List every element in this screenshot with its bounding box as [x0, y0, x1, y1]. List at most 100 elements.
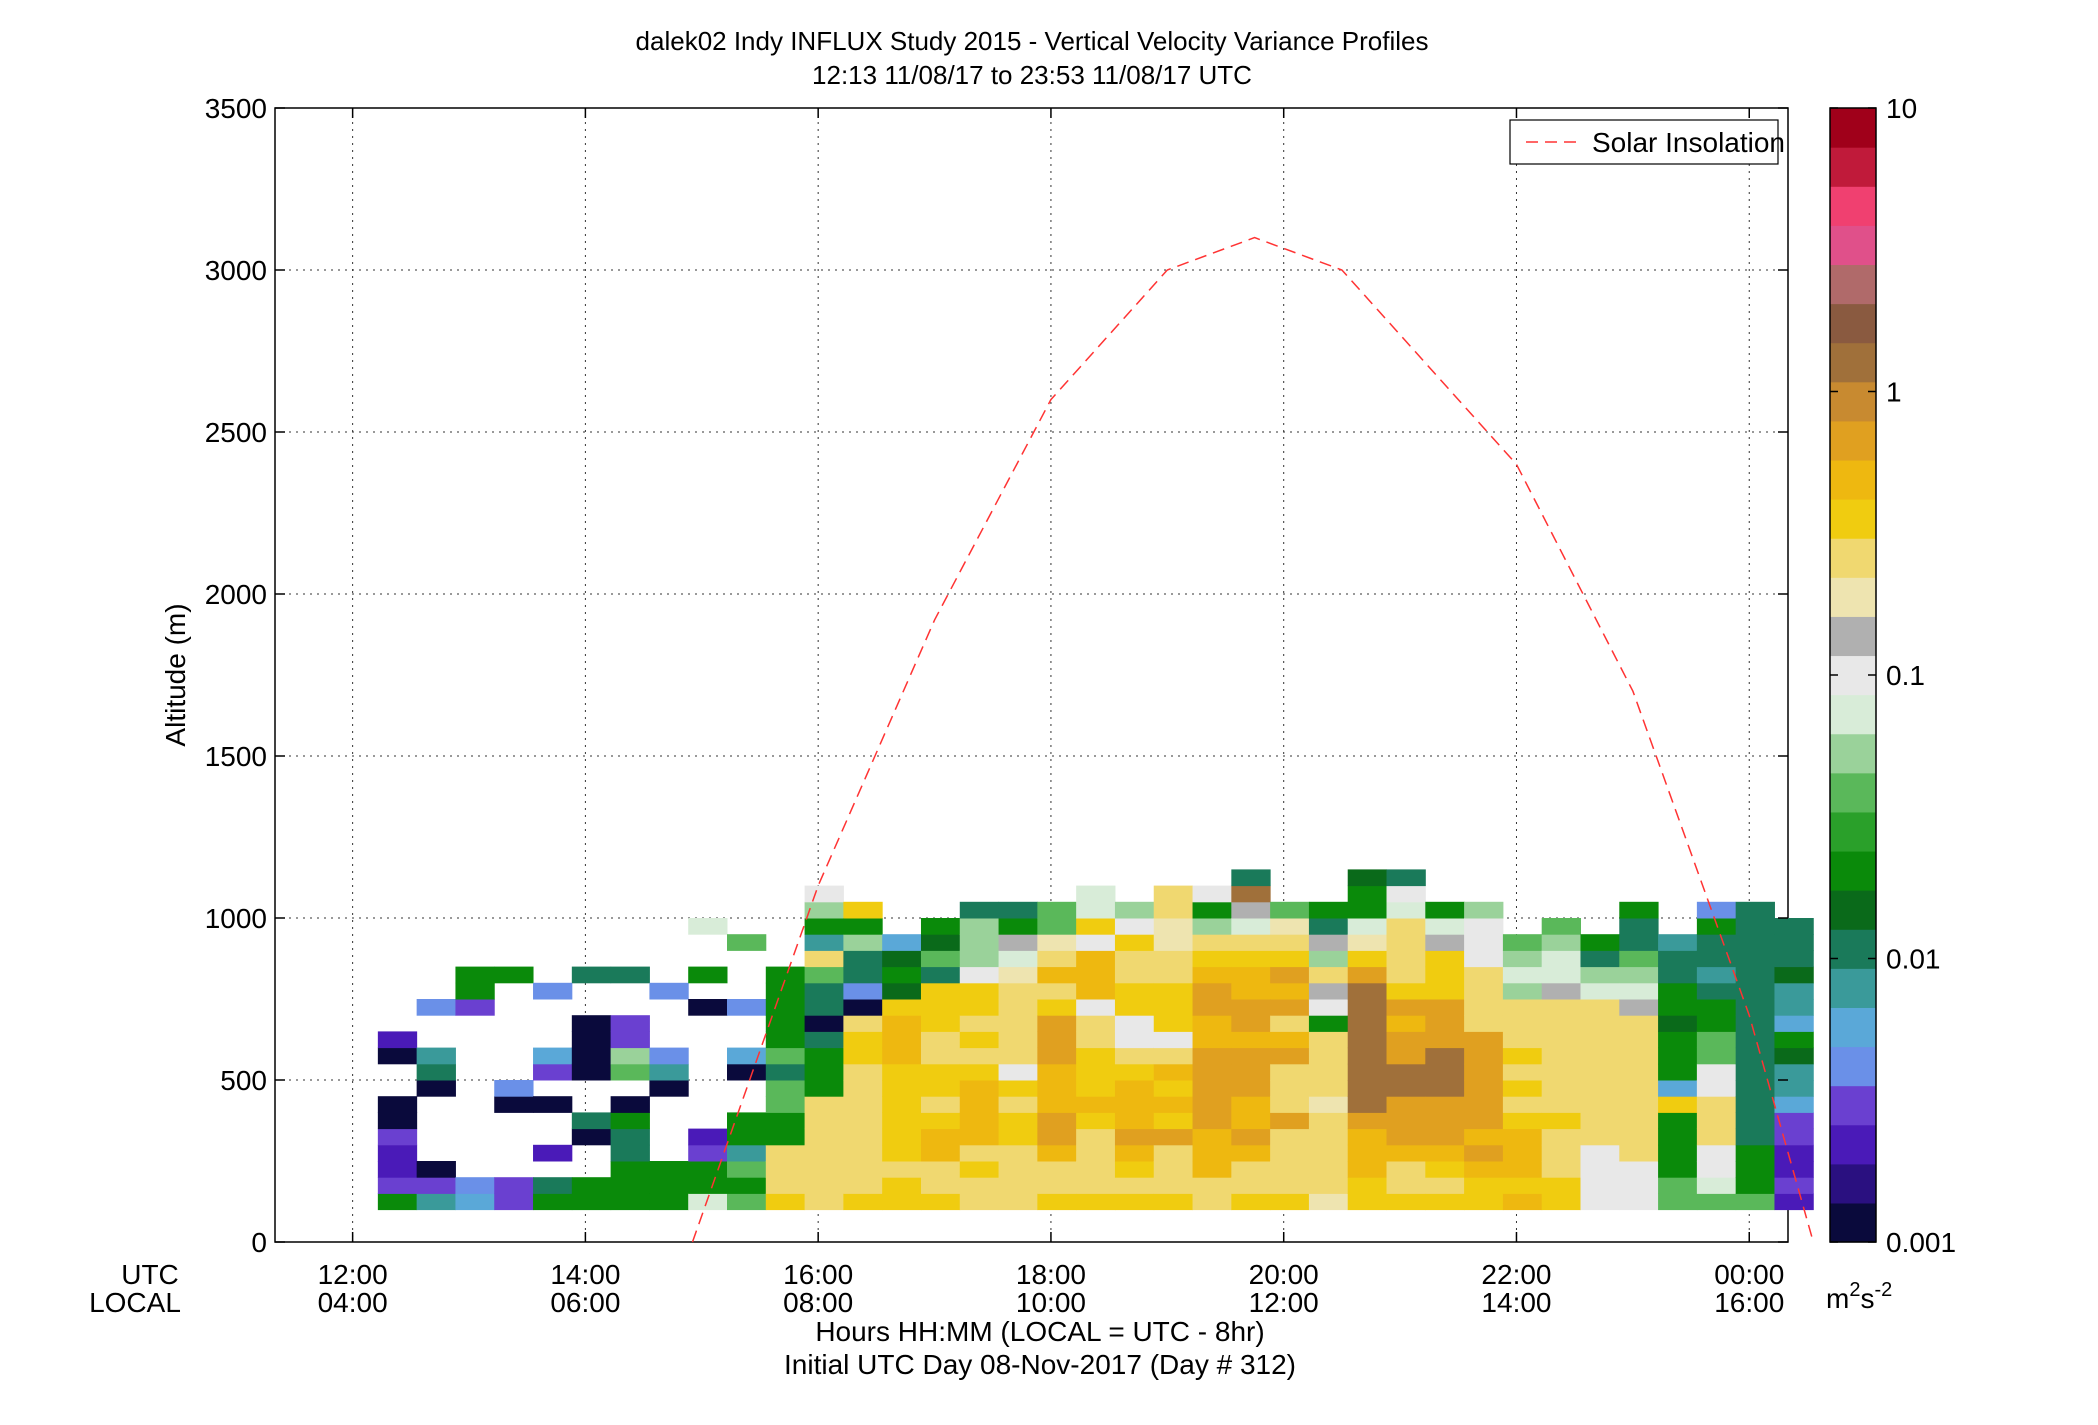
heatmap-cell [882, 1128, 922, 1146]
heatmap-cell [1347, 966, 1388, 984]
heatmap-cell [1308, 1080, 1349, 1097]
heatmap-cell [1464, 1096, 1504, 1113]
heatmap-cell [1774, 918, 1814, 935]
heatmap-cell [1580, 950, 1620, 968]
heatmap-cell [882, 1015, 922, 1032]
x-tick-label-utc: 20:00 [1249, 1259, 1319, 1290]
heatmap-cell [998, 1096, 1038, 1113]
heatmap-cell [1153, 1063, 1194, 1081]
heatmap-cell [1735, 1080, 1775, 1097]
heatmap-cell [1347, 950, 1388, 968]
heatmap-cell [1308, 1047, 1349, 1065]
heatmap-cell [1076, 934, 1116, 951]
heatmap-cell [804, 1161, 844, 1178]
x-tick-label-local: 10:00 [1016, 1287, 1086, 1318]
heatmap-cell [959, 1161, 1000, 1178]
heatmap-cell [843, 1161, 883, 1178]
heatmap-cell [1153, 950, 1194, 968]
heatmap-cell [377, 1031, 418, 1049]
heatmap-cell [1619, 1193, 1659, 1211]
heatmap-cell [1619, 1177, 1659, 1194]
heatmap-cell [843, 1128, 883, 1146]
heatmap-cell [843, 982, 883, 1000]
heatmap-cell [1386, 918, 1426, 935]
colorbar-tick-label: 10 [1886, 93, 1917, 124]
heatmap-cell [1347, 1015, 1388, 1032]
heatmap-cell [882, 1112, 922, 1130]
heatmap-cell [1464, 999, 1504, 1016]
heatmap-cell [416, 1177, 456, 1194]
heatmap-cell [998, 1193, 1038, 1211]
heatmap-cell [1347, 999, 1388, 1016]
heatmap-cell [1153, 1112, 1194, 1130]
heatmap-cell [765, 966, 806, 984]
colorbar-swatch [1830, 1046, 1876, 1087]
heatmap-cell [1425, 1193, 1465, 1211]
heatmap-cell [416, 1161, 456, 1178]
colorbar-swatch [1830, 499, 1876, 539]
chart-title: dalek02 Indy INFLUX Study 2015 - Vertica… [636, 26, 1429, 56]
heatmap-cell [571, 1193, 612, 1211]
heatmap-cell [959, 950, 1000, 968]
heatmap-cell [1464, 1128, 1504, 1146]
heatmap-cell [1153, 1161, 1194, 1178]
heatmap-cell [1735, 1144, 1775, 1162]
heatmap-cell [804, 1080, 844, 1097]
heatmap-cell [920, 999, 961, 1016]
heatmap-cell [920, 918, 961, 935]
heatmap-cell [804, 885, 844, 903]
heatmap-cell [1270, 1031, 1310, 1049]
heatmap-cell [1347, 1144, 1388, 1162]
heatmap-cell [998, 1161, 1038, 1178]
heatmap-cell [1386, 934, 1426, 951]
heatmap-cell [1541, 966, 1581, 984]
heatmap-cell [1541, 1096, 1581, 1113]
heatmap-cell [882, 934, 922, 951]
heatmap-cell [959, 1031, 1000, 1049]
heatmap-cell [959, 1112, 1000, 1130]
heatmap-cell [533, 1047, 573, 1065]
heatmap-cell [1425, 918, 1465, 935]
heatmap-cell [1541, 934, 1581, 951]
heatmap-cell [1114, 1144, 1155, 1162]
heatmap-cell [1076, 1063, 1116, 1081]
heatmap-cell [882, 1177, 922, 1194]
heatmap-cell [727, 934, 767, 951]
heatmap-cell [843, 999, 883, 1016]
heatmap-cell [1114, 1177, 1155, 1194]
heatmap-cell [1192, 966, 1232, 984]
heatmap-cell [1425, 1144, 1465, 1162]
heatmap-cell [727, 1063, 767, 1081]
heatmap-cell [571, 1047, 612, 1065]
heatmap-cell [1774, 1063, 1814, 1081]
heatmap-cell [1774, 1128, 1814, 1146]
heatmap-cell [1308, 1128, 1349, 1146]
heatmap-cell [1464, 918, 1504, 935]
heatmap-cell [1502, 966, 1543, 984]
heatmap-cell [1502, 1063, 1543, 1081]
heatmap-cell [1658, 1144, 1698, 1162]
heatmap-cell [804, 1177, 844, 1194]
heatmap-cell [688, 1177, 728, 1194]
heatmap-cell [1619, 901, 1659, 919]
heatmap-cell [416, 1193, 456, 1211]
heatmap-cell [649, 1193, 689, 1211]
heatmap-cell [1502, 1144, 1543, 1162]
heatmap-cell [1037, 1177, 1077, 1194]
heatmap-cell [1386, 1112, 1426, 1130]
heatmap-cell [1619, 1096, 1659, 1113]
heatmap-cell [1076, 1177, 1116, 1194]
y-tick-label: 1500 [205, 741, 267, 772]
colorbar-swatch [1830, 1163, 1876, 1204]
y-tick-label: 2000 [205, 579, 267, 610]
heatmap-cell [533, 1144, 573, 1162]
heatmap-cell [1153, 934, 1194, 951]
heatmap-cell [1076, 1193, 1116, 1211]
heatmap-cell [1231, 1063, 1271, 1081]
heatmap-cell [920, 934, 961, 951]
heatmap-cell [998, 982, 1038, 1000]
colorbar-swatch [1830, 1085, 1876, 1126]
heatmap-cell [1425, 982, 1465, 1000]
heatmap-cell [1541, 1161, 1581, 1178]
heatmap-cell [882, 966, 922, 984]
